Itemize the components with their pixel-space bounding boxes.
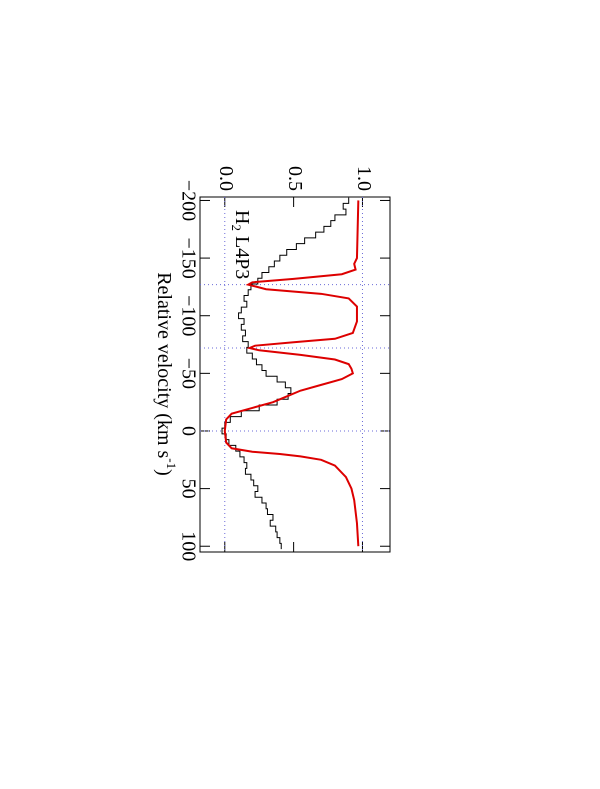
- data-steps: [221, 197, 350, 550]
- label-text: ): [153, 469, 175, 476]
- x-tick-label: −200: [177, 180, 199, 221]
- label-superscript: -1: [164, 458, 179, 469]
- label-text: Relative velocity (km s: [153, 272, 175, 458]
- x-tick-label: −150: [177, 237, 199, 278]
- y-tick-label: 0.5: [284, 166, 306, 191]
- x-axis-label: Relative velocity (km s-1): [153, 272, 179, 476]
- x-tick-label: −100: [177, 295, 199, 336]
- model-line: [223, 200, 360, 547]
- y-tick-label: 0.0: [215, 166, 237, 191]
- x-tick-label: 0: [177, 426, 199, 436]
- label-text: H: [231, 210, 253, 224]
- x-tick-label: −50: [177, 358, 199, 389]
- plot-frame: [199, 196, 391, 553]
- y-tick-label: 1.0: [353, 166, 375, 191]
- line-label: H2 L4P3: [229, 210, 253, 279]
- x-tick-label: 50: [177, 479, 199, 499]
- label-subscript: 2: [229, 224, 244, 231]
- label-text: L4P3: [231, 236, 253, 279]
- x-tick-label: 100: [177, 531, 199, 561]
